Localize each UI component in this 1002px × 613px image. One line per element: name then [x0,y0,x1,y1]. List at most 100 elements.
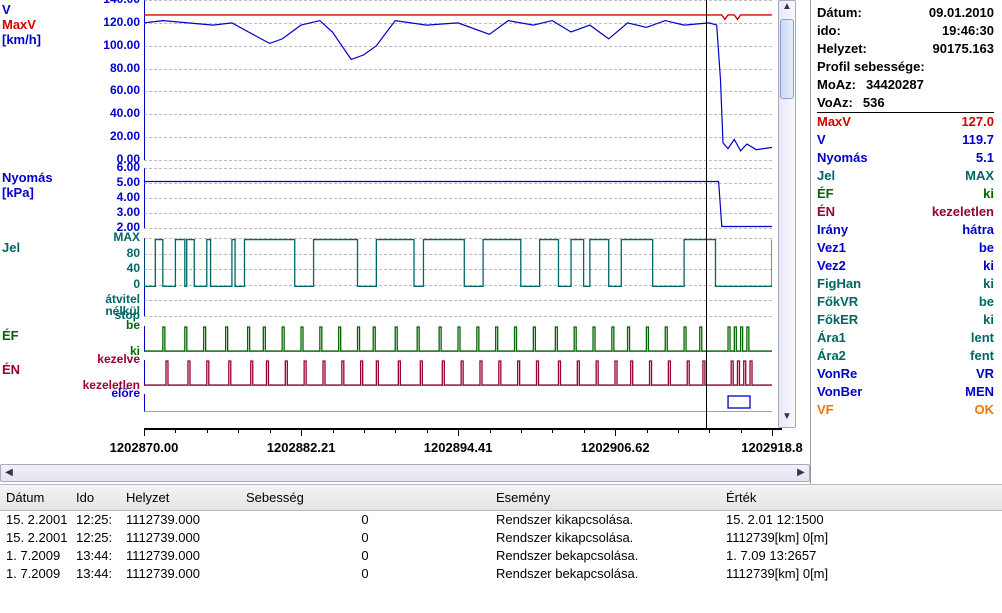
series-title-line: ÉF [2,328,19,343]
col-header[interactable]: Dátum [0,485,70,510]
ytick-label: 80 [127,247,140,259]
table-cell: 1. 7.2009 [0,547,70,565]
side-label: Profil sebessége: [817,58,925,76]
ytick-label: 120.00 [103,16,140,28]
side-row: Ára2fent [817,347,994,365]
side-label: Irány [817,221,848,239]
ytick-label: 100.00 [103,39,140,51]
side-label: VF [817,401,834,419]
ytick-label: 6.00 [117,161,140,173]
side-row: Dátum:09.01.2010 [817,4,994,22]
scroll-thumb[interactable] [780,19,794,99]
side-label: V [817,131,826,149]
col-header[interactable]: Ido [70,485,120,510]
plot-elore [144,394,772,412]
side-row: ido: 19:46:30 [817,22,994,40]
side-value: VR [976,365,994,383]
side-label: Helyzet: [817,40,867,58]
side-value: OK [975,401,995,419]
col-header[interactable]: Esemény [490,485,720,510]
side-label: VonBer [817,383,862,401]
table-cell: Rendszer bekapcsolása. [490,547,720,565]
side-value: 19:46:30 [942,22,994,40]
side-row: FőkERki [817,311,994,329]
ytick-col: előre [86,394,140,412]
table-cell: 1112739[km] 0[m] [720,529,980,547]
side-row: MaxV127.0 [817,113,994,131]
col-header[interactable]: Helyzet [120,485,240,510]
side-label: VoAz: [817,94,853,112]
x-tick-label: 1202870.00 [110,440,179,455]
cursor-line[interactable] [706,0,707,428]
side-value: 127.0 [961,113,994,131]
side-row: Nyomás5.1 [817,149,994,167]
x-tick-label: 1202918.8 [741,440,802,455]
series-title-line: V [2,2,41,17]
col-header[interactable]: Sebesség [240,485,490,510]
side-row: MoAz:34420287 [817,76,994,94]
side-row: Helyzet: 90175.163 [817,40,994,58]
side-value: MEN [965,383,994,401]
scroll-right-icon[interactable]: ▶ [793,465,809,481]
ytick-label: 140.00 [103,0,140,5]
table-body: 15. 2.200112:25:1112739.0000Rendszer kik… [0,511,1002,583]
chart-container: VMaxV[km/h]0.0020.0040.0060.0080.00100.0… [0,0,810,484]
ytick-label: 60.00 [110,84,140,96]
table-cell: 0 [240,529,490,547]
side-row: V119.7 [817,131,994,149]
scroll-down-icon[interactable]: ▼ [779,411,795,427]
vertical-scrollbar[interactable]: ▲▼ [778,0,796,428]
side-value: 34420287 [856,76,924,94]
series-title: ÉF [2,328,19,343]
side-label: Jel [817,167,835,185]
side-value: kezeletlen [932,203,994,221]
ytick-label: 40.00 [110,107,140,119]
side-value: be [979,293,994,311]
side-label: ÉN [817,203,835,221]
side-value: 90175.163 [933,40,994,58]
table-row[interactable]: 15. 2.200112:25:1112739.0000Rendszer kik… [0,511,1002,529]
side-value: ki [983,275,994,293]
x-tick-label: 1202894.41 [424,440,493,455]
side-label: Dátum: [817,4,862,22]
table-cell: Rendszer kikapcsolása. [490,529,720,547]
plot-Jel [144,238,772,316]
x-tick-label: 1202882.21 [267,440,336,455]
ytick-label: kezelve [97,353,140,365]
series-title: Jel [2,240,20,255]
table-cell: Rendszer bekapcsolása. [490,565,720,583]
table-cell: Rendszer kikapcsolása. [490,511,720,529]
horizontal-scrollbar[interactable]: ◀▶ [0,464,810,482]
table-header: DátumIdoHelyzetSebességEseményÉrték [0,484,1002,511]
series-title-line: Jel [2,240,20,255]
table-cell: 1. 7.2009 [0,565,70,583]
table-row[interactable]: 1. 7.200913:44:1112739.0000Rendszer beka… [0,565,1002,583]
side-value: 5.1 [976,149,994,167]
table-cell: 1112739.000 [120,547,240,565]
table-cell: 0 [240,565,490,583]
side-label: ido: [817,22,841,40]
scroll-up-icon[interactable]: ▲ [779,1,795,17]
table-row[interactable]: 1. 7.200913:44:1112739.0000Rendszer beka… [0,547,1002,565]
ytick-label: 5.00 [117,176,140,188]
side-row: FigHanki [817,275,994,293]
plot-Nyomas [144,168,772,228]
table-cell: 15. 2.01 12:1500 [720,511,980,529]
ytick-label: 40 [127,262,140,274]
side-label: VonRe [817,365,857,383]
series-title-line: Nyomás [2,170,53,185]
table-row[interactable]: 15. 2.200112:25:1112739.0000Rendszer kik… [0,529,1002,547]
ytick-label: 80.00 [110,62,140,74]
side-label: Vez2 [817,257,846,275]
table-cell: 12:25: [70,529,120,547]
side-value: ki [983,185,994,203]
col-header[interactable]: Érték [720,485,980,510]
scroll-left-icon[interactable]: ◀ [1,465,17,481]
table-cell: 1112739.000 [120,565,240,583]
side-row: Profil sebessége: [817,58,994,76]
side-row: VF OK [817,401,994,419]
table-cell: 1. 7.09 13:2657 [720,547,980,565]
series-title-line: ÉN [2,362,20,377]
ytick-col: kezelvekezeletlen [86,360,140,386]
side-label: FőkER [817,311,858,329]
